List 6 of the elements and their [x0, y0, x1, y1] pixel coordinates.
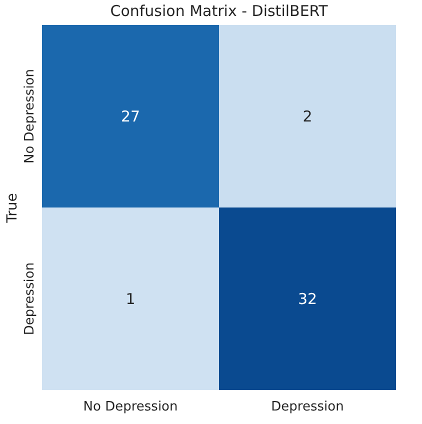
data-label: 1: [126, 290, 136, 308]
data-label: 32: [298, 290, 318, 308]
data-label: 27: [120, 107, 140, 126]
chart-title: Confusion Matrix - DistilBERT: [110, 2, 329, 20]
data-label: 2: [302, 107, 312, 126]
y-axis-title: True: [4, 193, 20, 224]
